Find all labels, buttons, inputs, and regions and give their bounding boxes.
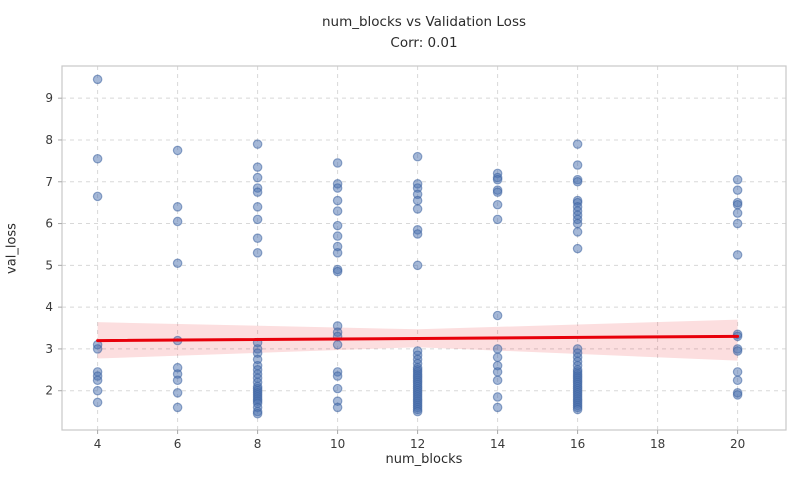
- scatter-point: [412, 260, 423, 271]
- scatter-point: [172, 402, 183, 413]
- scatter-point: [252, 187, 263, 198]
- scatter-point: [92, 74, 103, 85]
- scatter-point: [412, 406, 423, 417]
- scatter-point: [92, 385, 103, 396]
- x-tick-label: 14: [490, 437, 505, 451]
- y-tick-label: 8: [45, 133, 53, 147]
- y-tick-label: 7: [45, 175, 53, 189]
- scatter-point: [92, 191, 103, 202]
- scatter-point: [412, 151, 423, 162]
- scatter-point: [252, 408, 263, 419]
- scatter-point: [732, 218, 743, 229]
- chart-title-block: num_blocks vs Validation Loss Corr: 0.01: [62, 12, 786, 54]
- scatter-point: [572, 404, 583, 415]
- chart-title: num_blocks vs Validation Loss: [321, 14, 527, 30]
- scatter-point: [732, 375, 743, 386]
- scatter-point: [252, 233, 263, 243]
- scatter-point: [492, 214, 503, 225]
- x-tick-label: 16: [570, 437, 585, 451]
- scatter-point: [92, 375, 103, 386]
- scatter-point: [172, 375, 183, 386]
- scatter-point: [332, 383, 343, 394]
- scatter-point: [252, 162, 263, 172]
- scatter-point: [492, 344, 503, 354]
- x-axis-label: num_blocks: [385, 452, 463, 467]
- scatter-point: [252, 172, 263, 183]
- scatter-point: [412, 195, 423, 206]
- scatter-point: [732, 367, 743, 377]
- scatter-point: [572, 139, 583, 149]
- x-tick-label: 10: [330, 437, 345, 451]
- scatter-point: [572, 176, 583, 187]
- scatter-point: [332, 402, 343, 413]
- scatter-point: [252, 248, 263, 258]
- scatter-point: [172, 145, 183, 156]
- scatter-point: [492, 352, 503, 363]
- scatter-point: [732, 208, 743, 218]
- scatter-point: [572, 160, 583, 170]
- scatter-point: [732, 250, 743, 260]
- scatter-point: [332, 158, 343, 168]
- plot-border: [61, 65, 787, 431]
- scatter-point: [92, 344, 103, 354]
- scatter-point: [492, 199, 503, 210]
- scatter-point: [332, 248, 343, 258]
- scatter-point: [572, 218, 583, 229]
- y-axis-label: val_loss: [4, 223, 20, 274]
- scatter-point: [492, 392, 503, 402]
- regression-line: [96, 334, 740, 343]
- scatter-point: [572, 243, 583, 254]
- scatter-point: [172, 202, 183, 212]
- scatter-point: [412, 229, 423, 239]
- scatter-point: [172, 216, 183, 227]
- x-tick-label: 8: [254, 437, 262, 451]
- chart-subtitle: Corr: 0.01: [390, 35, 458, 51]
- x-tick-label: 4: [94, 437, 102, 451]
- scatter-point: [332, 220, 343, 231]
- y-tick-label: 4: [45, 300, 53, 314]
- scatter-point: [332, 339, 343, 350]
- scatter-point: [92, 153, 103, 164]
- scatter-point: [252, 202, 263, 212]
- scatter-point: [252, 139, 263, 149]
- y-tick-label: 2: [45, 384, 53, 398]
- scatter-point: [332, 266, 343, 277]
- scatter-point: [172, 258, 183, 269]
- scatter-point: [732, 174, 743, 185]
- scatter-point: [492, 187, 503, 198]
- scatter-point: [172, 388, 183, 398]
- x-tick-label: 20: [730, 437, 745, 451]
- y-tick-label: 3: [45, 342, 53, 356]
- scatter-point: [332, 206, 343, 216]
- scatter-point: [412, 204, 423, 214]
- scatter-point: [92, 397, 103, 408]
- scatter-point: [732, 346, 743, 356]
- scatter-point: [332, 183, 343, 193]
- scatter-point: [332, 195, 343, 206]
- y-tick-label: 5: [45, 258, 53, 272]
- scatter-point: [572, 227, 583, 237]
- x-tick-label: 18: [650, 437, 665, 451]
- y-tick-label: 6: [45, 217, 53, 231]
- scatter-point: [492, 367, 503, 377]
- scatter-point: [492, 310, 503, 321]
- scatter-point: [332, 371, 343, 381]
- scatter-point: [332, 231, 343, 241]
- scatter-point: [492, 375, 503, 386]
- scatter-point: [492, 402, 503, 413]
- scatter-point: [732, 199, 743, 210]
- y-tick-label: 9: [45, 91, 53, 105]
- x-tick-label: 6: [174, 437, 182, 451]
- scatter-point: [252, 214, 263, 225]
- scatter-point: [732, 390, 743, 400]
- scatter-point: [492, 174, 503, 185]
- x-tick-label: 12: [410, 437, 425, 451]
- scatter-point: [732, 185, 743, 195]
